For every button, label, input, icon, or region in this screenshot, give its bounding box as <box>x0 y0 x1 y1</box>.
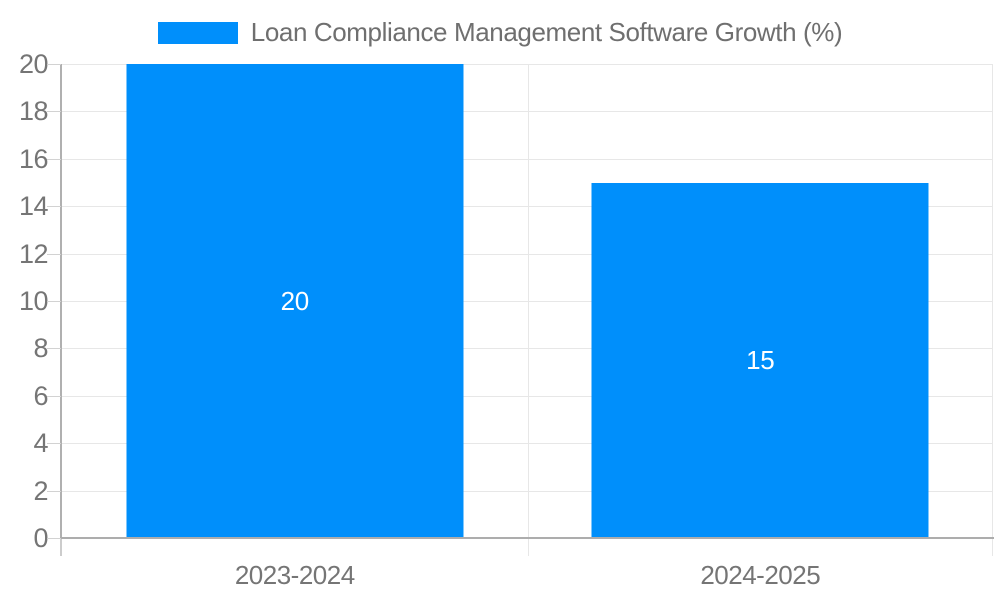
y-axis-tick-label: 6 <box>33 380 48 411</box>
plot-area: 20 15 <box>62 64 994 556</box>
category-slot-2024-2025: 15 <box>528 64 994 538</box>
x-axis-category-label: 2024-2025 <box>700 560 821 590</box>
y-axis-tick-label: 12 <box>18 238 49 269</box>
y-axis-tick <box>47 443 61 445</box>
y-axis-tick <box>47 64 61 65</box>
y-axis-tick <box>47 348 61 350</box>
y-axis-tick <box>47 538 61 539</box>
y-axis-tick <box>47 111 61 113</box>
y-axis-tick <box>47 206 61 208</box>
bar-2023-2024[interactable]: 20 <box>126 64 464 538</box>
bar-value-label: 15 <box>746 344 775 375</box>
legend-label: Loan Compliance Management Software Grow… <box>250 17 843 47</box>
x-axis-labels: 2023-2024 2024-2025 <box>62 560 993 590</box>
y-axis-tick-label: 16 <box>18 143 49 174</box>
gridline-category-separator <box>992 64 993 556</box>
x-axis-line <box>60 537 994 539</box>
y-axis-tick-label: 14 <box>18 191 49 222</box>
y-axis-tick-label: 8 <box>33 333 48 364</box>
y-axis-tick-label: 18 <box>18 96 49 127</box>
legend-swatch[interactable] <box>157 21 238 44</box>
y-axis-tick <box>47 490 61 492</box>
y-axis-tick <box>47 158 61 160</box>
y-axis-tick <box>47 395 61 397</box>
category-slot-2023-2024: 20 <box>62 64 528 538</box>
y-axis-tick-label: 0 <box>33 523 48 553</box>
y-axis-tick <box>47 253 61 255</box>
chart-legend[interactable]: Loan Compliance Management Software Grow… <box>0 17 1000 48</box>
y-axis-tick <box>47 301 61 302</box>
y-axis-tick-label: 2 <box>33 475 48 506</box>
x-axis-category-label: 2023-2024 <box>234 560 355 590</box>
gridline-category-separator <box>527 64 529 556</box>
y-axis-tick-label: 4 <box>33 428 48 459</box>
y-axis-tick-label: 20 <box>18 49 49 79</box>
y-axis-tick-label: 10 <box>18 286 49 316</box>
x-axis-tick <box>60 539 62 556</box>
bar-2024-2025[interactable]: 15 <box>591 182 929 538</box>
bar-value-label: 20 <box>280 285 310 316</box>
y-axis-line <box>60 64 62 540</box>
